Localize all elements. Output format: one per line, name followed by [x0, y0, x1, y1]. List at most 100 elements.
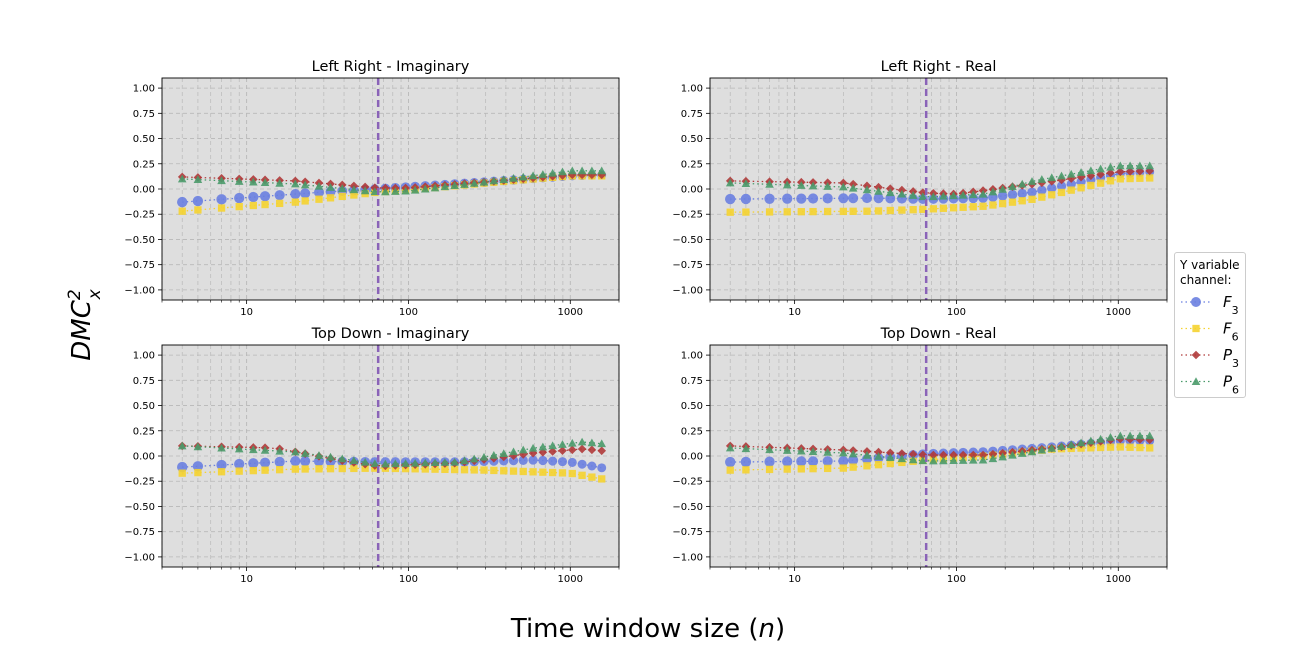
x-tick-label: 10 — [788, 307, 801, 318]
y-tick-label: 0.00 — [681, 452, 703, 463]
data-point — [808, 447, 818, 456]
data-point — [978, 189, 988, 198]
data-point — [885, 453, 895, 461]
subplots: 1.00 0.75 0.50 0.25 0.00 −0.25 −0.50 −0.75 −1.00… — [124, 59, 1168, 585]
data-point — [326, 194, 335, 202]
data-point — [1076, 438, 1086, 447]
data-point — [518, 172, 528, 181]
data-point — [1037, 175, 1047, 183]
data-point — [518, 455, 528, 465]
legend-marker — [1192, 324, 1200, 333]
data-point — [849, 463, 857, 471]
data-point — [441, 465, 449, 474]
data-point — [479, 452, 489, 461]
data-point — [765, 180, 774, 188]
data-point — [440, 458, 450, 466]
y-tick-label: 0.25 — [133, 159, 155, 170]
data-point — [1126, 443, 1134, 451]
legend-label: P3 — [1223, 346, 1239, 370]
data-point — [1017, 179, 1027, 188]
data-point — [839, 448, 848, 457]
data-point — [578, 471, 586, 479]
data-point — [1096, 443, 1105, 452]
data-point — [401, 186, 410, 195]
data-point — [807, 456, 819, 467]
data-point — [1047, 444, 1057, 452]
y-axis-label-sub: x — [85, 288, 105, 300]
y-tick-label: 1.00 — [681, 351, 703, 362]
data-point — [939, 191, 948, 200]
data-point — [567, 457, 577, 467]
data-point — [275, 178, 284, 187]
data-point — [509, 467, 518, 475]
data-point — [460, 466, 469, 474]
data-point — [1136, 174, 1144, 182]
data-point — [874, 447, 883, 457]
data-point — [1125, 167, 1135, 176]
y-axis-label: DMC2x — [65, 288, 105, 360]
data-point — [765, 445, 774, 454]
data-point — [1106, 432, 1115, 441]
data-point — [939, 456, 948, 465]
data-point — [261, 200, 269, 209]
data-point — [326, 183, 335, 191]
data-point — [192, 461, 204, 472]
y-tick-label: 0.75 — [681, 109, 703, 120]
data-point — [1125, 161, 1135, 170]
data-point — [557, 457, 568, 467]
data-point — [1115, 167, 1125, 177]
legend-label: P6 — [1223, 373, 1239, 397]
data-point — [765, 465, 774, 474]
data-point — [796, 456, 807, 467]
legend-label-sub: 6 — [1232, 330, 1239, 343]
data-point — [450, 181, 459, 190]
data-point — [849, 207, 857, 215]
data-point — [823, 207, 832, 216]
data-point — [451, 465, 459, 474]
data-point — [313, 187, 325, 198]
data-point — [725, 193, 736, 205]
data-point — [740, 456, 752, 468]
data-point — [177, 441, 187, 450]
y-tick-label: 0.50 — [133, 134, 155, 145]
data-point — [275, 446, 284, 455]
data-point — [1106, 162, 1115, 171]
y-tick-label: −0.25 — [124, 210, 155, 221]
data-point — [908, 455, 918, 464]
data-point — [470, 466, 478, 474]
data-point — [360, 457, 370, 466]
data-point — [742, 208, 750, 216]
data-point — [886, 459, 894, 468]
data-point — [909, 206, 917, 214]
data-point — [509, 447, 518, 456]
data-point — [1106, 177, 1115, 185]
data-point — [898, 206, 906, 214]
data-point — [326, 465, 335, 473]
data-point — [567, 166, 577, 175]
data-point — [1056, 181, 1067, 191]
data-point — [929, 450, 938, 460]
y-tick-label: 0.00 — [681, 185, 703, 196]
legend-label-base: P — [1223, 346, 1233, 364]
y-tick-label: −1.00 — [124, 285, 155, 296]
data-point — [839, 182, 848, 191]
data-point — [314, 451, 324, 459]
subplot-title: Left Right - Imaginary — [312, 59, 470, 75]
data-point — [291, 179, 300, 188]
data-point — [809, 207, 817, 216]
data-point — [839, 464, 847, 472]
data-point — [597, 166, 607, 175]
data-point — [1125, 431, 1135, 440]
data-point — [597, 446, 607, 456]
data-point — [897, 454, 907, 463]
data-point — [469, 454, 479, 463]
data-point — [597, 439, 607, 448]
y-tick-label: 0.50 — [133, 401, 155, 412]
data-point — [337, 454, 347, 463]
data-point — [528, 171, 538, 180]
subplot-3: 1.00 0.75 0.50 0.25 0.00 −0.25 −0.50 −0.75 −1.00… — [124, 326, 620, 585]
data-point — [968, 450, 978, 460]
data-point — [177, 196, 188, 208]
